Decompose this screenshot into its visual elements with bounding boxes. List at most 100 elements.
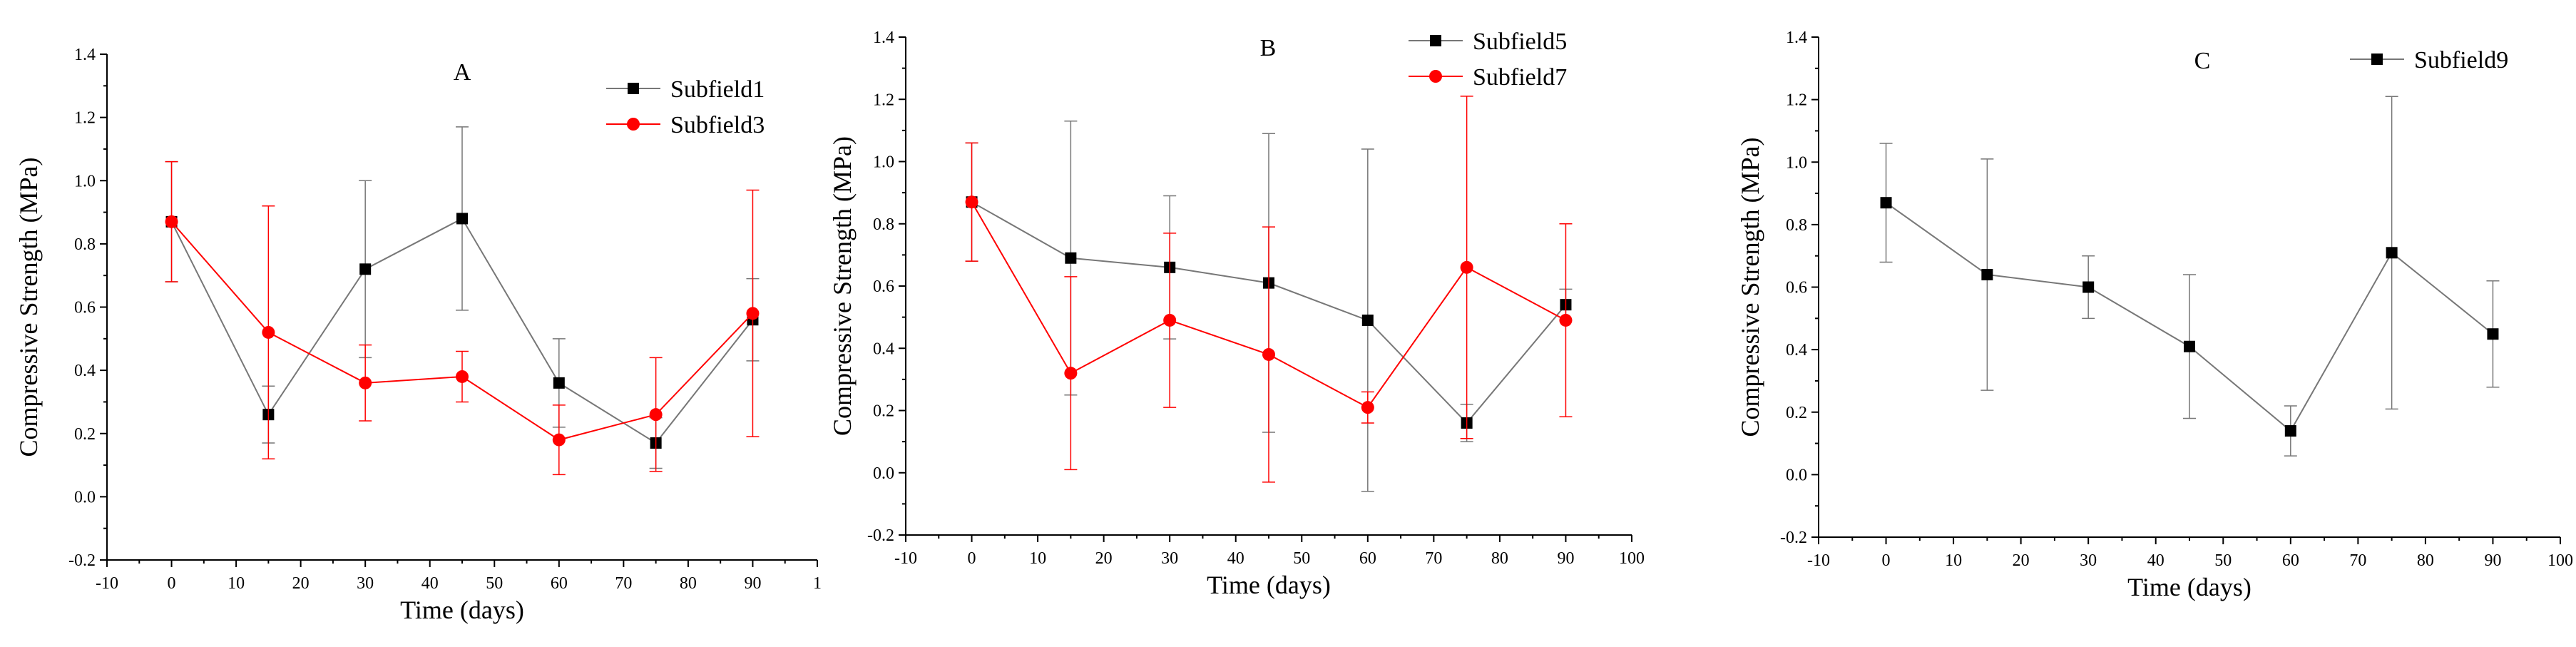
panel-title: A: [454, 59, 471, 86]
x-tick-label: -10: [1807, 551, 1830, 570]
x-tick-label: 80: [2417, 551, 2434, 570]
x-tick-label: 100: [1619, 549, 1645, 568]
y-tick-label: 0.8: [74, 235, 96, 254]
y-tick-label: 1.0: [1786, 153, 1807, 172]
x-tick-label: 60: [1359, 549, 1376, 568]
chart-panel-a: -10 0 10 20 30 40 50 60 70 80 90 1 -0.2 0.0 0.2 0.4 0.6 0…: [14, 46, 822, 624]
y-tick-label: 0.2: [74, 425, 96, 444]
x-tick-label: 90: [2484, 551, 2501, 570]
x-tick-label: 60: [551, 574, 568, 593]
legend-entry: Subfield3: [606, 112, 765, 138]
series-subfield1: [165, 127, 760, 469]
y-tick-label: 1.0: [74, 172, 96, 190]
data-point: [746, 307, 759, 320]
legend-marker: [2371, 54, 2383, 65]
x-tick-label: 10: [228, 574, 245, 593]
y-tick-label: 1.2: [873, 91, 894, 109]
x-tick-label: 40: [1227, 549, 1244, 568]
y-tick-label: 0.8: [1786, 216, 1807, 235]
y-tick-label: 0.4: [873, 340, 894, 358]
x-tick-label: 50: [486, 574, 503, 593]
x-tick-label: 100: [2547, 551, 2573, 570]
x-tick-label: 70: [1425, 549, 1442, 568]
x-tick-label: 10: [1945, 551, 1962, 570]
x-tick-label: 40: [421, 574, 439, 593]
y-axis-label: Compressive Strength (MPa): [1736, 138, 1764, 437]
x-tick-label: 30: [1161, 549, 1178, 568]
y-tick-label: -0.2: [68, 551, 96, 570]
legend-label: Subfield7: [1473, 64, 1567, 91]
data-point: [2285, 425, 2296, 437]
y-tick-label: 1.4: [74, 46, 96, 64]
data-point: [1981, 269, 1993, 280]
data-point: [456, 213, 468, 224]
data-point: [553, 434, 566, 447]
x-tick-label: 30: [357, 574, 374, 593]
y-axis-label: Compressive Strength (MPa): [828, 136, 857, 436]
data-point: [165, 215, 178, 228]
x-tick-label: 70: [615, 574, 632, 593]
x-axis-label: Time (days): [2127, 573, 2252, 601]
x-tick-label: 50: [2214, 551, 2232, 570]
x-tick-label: 0: [1882, 551, 1891, 570]
y-tick-label: 0.4: [74, 362, 96, 380]
legend-entry: Subfield7: [1409, 64, 1567, 91]
figure: -10 0 10 20 30 40 50 60 70 80 90 1-0.20.00.20.40.60…: [0, 0, 2576, 647]
x-tick-label: 90: [1557, 549, 1574, 568]
x-tick-label: 40: [2147, 551, 2164, 570]
x-axis-label: Time (days): [400, 596, 524, 624]
x-tick-label: 10: [1029, 549, 1046, 568]
y-tick-label: 0.0: [873, 464, 894, 483]
legend-marker: [1430, 35, 1441, 46]
legend-marker: [1429, 70, 1442, 83]
data-point: [1163, 314, 1176, 327]
y-tick-label: 1.2: [1786, 91, 1807, 110]
x-tick-label: 80: [680, 574, 697, 593]
y-tick-label: 1.2: [74, 109, 96, 128]
data-point: [1361, 401, 1374, 414]
x-tick-label: 90: [744, 574, 761, 593]
legend-label: Subfield1: [670, 76, 765, 103]
legend-label: Subfield5: [1473, 29, 1567, 55]
x-tick-label: 80: [1491, 549, 1508, 568]
y-tick-label: 0.4: [1786, 341, 1807, 360]
x-tick-label: -10: [894, 549, 917, 568]
legend-label: Subfield3: [670, 112, 765, 138]
panel-title: B: [1260, 35, 1277, 61]
data-point: [1064, 367, 1077, 379]
y-tick-label: 0.6: [873, 277, 894, 296]
legend-entry: Subfield1: [606, 76, 765, 103]
data-point: [262, 326, 275, 339]
y-tick-label: 1.4: [1786, 29, 1807, 47]
y-axis-label: Compressive Strength (MPa): [14, 158, 43, 457]
x-tick-label: 70: [2349, 551, 2366, 570]
data-point: [1559, 314, 1572, 327]
x-tick-label: 0: [168, 574, 176, 593]
y-tick-label: 0.0: [1786, 466, 1807, 484]
data-point: [1362, 315, 1374, 326]
data-point: [2386, 247, 2398, 258]
y-tick-label: -0.2: [867, 526, 894, 545]
legend-entry: Subfield9: [2350, 47, 2508, 73]
x-tick-label: 0: [968, 549, 976, 568]
data-point: [2184, 341, 2195, 352]
data-point: [1461, 261, 1473, 274]
x-tick-label: 50: [1293, 549, 1310, 568]
series-subfield9: [1880, 96, 2500, 456]
y-tick-label: -0.2: [1780, 529, 1807, 547]
y-tick-label: 0.8: [873, 215, 894, 234]
legend-marker: [627, 118, 640, 131]
data-point: [359, 263, 371, 275]
data-point: [966, 195, 978, 208]
x-tick-label: 20: [2013, 551, 2030, 570]
x-tick-label: -10: [96, 574, 118, 593]
y-tick-label: 0.6: [74, 299, 96, 317]
y-tick-label: 0.0: [74, 488, 96, 506]
data-point: [456, 370, 469, 383]
legend-marker: [628, 83, 639, 94]
data-point: [2487, 328, 2498, 340]
x-tick-label: 20: [292, 574, 310, 593]
x-tick-label: 20: [1095, 549, 1113, 568]
data-point: [2082, 282, 2094, 293]
data-point: [1065, 253, 1076, 264]
